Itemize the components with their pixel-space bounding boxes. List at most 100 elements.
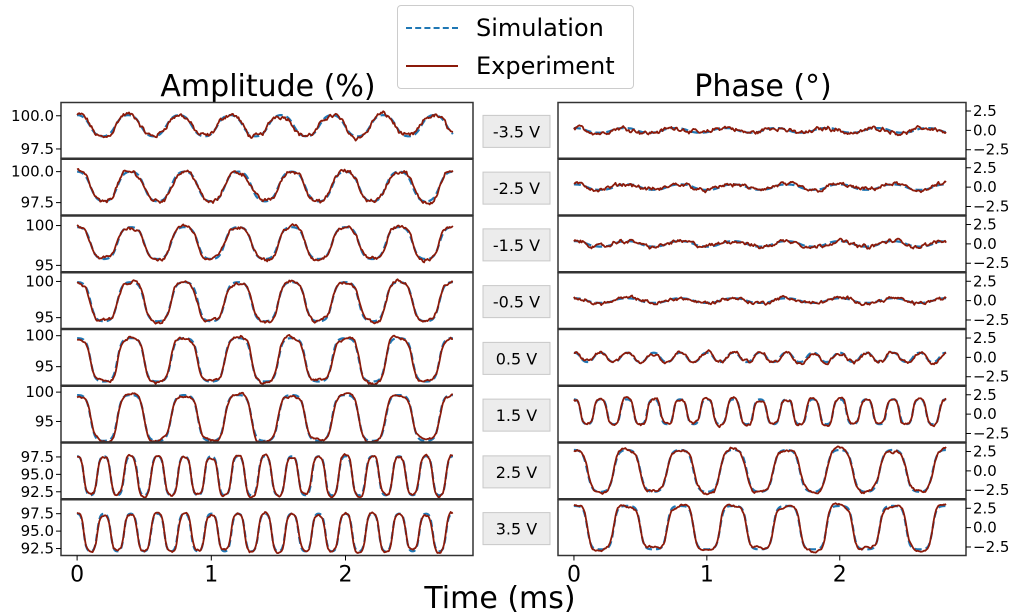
voltage-tag-box-7 (482, 455, 551, 489)
voltage-tag-4: -0.5 V (482, 285, 551, 319)
legend-item-simulation: Simulation (406, 10, 604, 46)
voltage-tag-6: 1.5 V (482, 398, 551, 432)
amplitude-ytick-label-8-2: 97.5 (21, 505, 54, 523)
amplitude-xtick-label-1: 1 (204, 563, 218, 588)
amplitude-ytick-label-1-1: 100.0 (11, 107, 54, 125)
amplitude-panel-frame-6 (60, 385, 474, 443)
phase-panel-1: −2.5 0.02.5 (557, 101, 1009, 159)
amplitude-ytick-label-8-1: 95.0 (21, 522, 54, 540)
voltage-tag-label-6: 1.5 V (496, 406, 538, 425)
voltage-tag-8: 3.5 V (482, 512, 551, 546)
amplitude-experiment-series-8 (76, 511, 454, 554)
voltage-tag-label-5: 0.5 V (496, 349, 538, 368)
amplitude-panel-frame-8 (60, 499, 474, 557)
amplitude-ytick-label-6-1: 100 (25, 383, 54, 401)
phase-ytick-label-6-2: 2.5 (973, 386, 997, 404)
phase-xtick-label-2: 2 (833, 563, 847, 588)
phase-ytick-label-8-0: −2.5 (973, 538, 1009, 556)
phase-simulation-series-8 (573, 504, 947, 551)
voltage-tag-box-4 (482, 285, 551, 319)
phase-experiment-series-3 (573, 237, 947, 250)
amplitude-ytick-label-4-0: 95 (35, 309, 54, 327)
voltage-tag-5: 0.5 V (482, 341, 551, 375)
phase-ytick-label-2-2: 2.5 (973, 159, 997, 177)
phase-ytick-label-3-1: 0.0 (973, 235, 997, 253)
amplitude-simulation-series-5 (77, 337, 453, 383)
amplitude-panel-frame-5 (60, 328, 474, 386)
experiment-solid-swatch (406, 65, 458, 67)
x-axis-label: Time (ms) (423, 581, 575, 613)
amplitude-xtick-label-0: 0 (70, 563, 84, 588)
amplitude-simulation-series-6 (77, 394, 453, 442)
phase-ytick-label-1-1: 0.0 (973, 121, 997, 139)
phase-ytick-label-1-0: −2.5 (973, 141, 1009, 159)
phase-experiment-series-8 (573, 502, 947, 554)
amplitude-panel-frame-1 (60, 101, 474, 159)
phase-simulation-series-3 (573, 240, 947, 248)
phase-column-title: Phase (°) (694, 69, 832, 104)
voltage-tag-box-3 (482, 228, 551, 262)
amplitude-experiment-series-3 (76, 223, 454, 264)
phase-ytick-label-4-2: 2.5 (973, 272, 997, 290)
phase-ytick-label-8-1: 0.0 (973, 519, 997, 537)
amplitude-simulation-series-2 (77, 170, 453, 203)
phase-panel-8: −2.50.0 2.5 0 1 2 (557, 499, 1009, 588)
legend-label-experiment: Experiment (476, 52, 615, 80)
voltage-tag-box-8 (482, 512, 551, 546)
voltage-tag-label-7: 2.5 V (496, 463, 538, 482)
amplitude-experiment-series-6 (76, 391, 453, 443)
voltage-tag-box-6 (482, 398, 551, 432)
amplitude-ytick-label-5-0: 95 (35, 358, 54, 376)
amplitude-panel-1: 97.5 100.0 (11, 101, 474, 159)
simulation-dashed-swatch (406, 27, 458, 29)
legend-item-experiment: Experiment (406, 48, 615, 84)
amplitude-panel-3: 95 100 (25, 215, 474, 274)
amplitude-ytick-label-6-0: 95 (35, 412, 54, 430)
phase-ytick-label-3-0: −2.5 (973, 254, 1009, 272)
amplitude-simulation-series-1 (77, 113, 454, 138)
phase-ytick-label-6-1: 0.0 (973, 405, 997, 423)
amplitude-panel-5: 95 100 (25, 327, 474, 386)
amplitude-simulation-series-8 (76, 512, 454, 553)
voltage-tag-1: -3.5 V (482, 114, 551, 148)
phase-ytick-label-3-2: 2.5 (973, 216, 997, 234)
amplitude-column-title: Amplitude (%) (160, 69, 375, 104)
voltage-tag-7: 2.5 V (482, 455, 551, 489)
legend-label-simulation: Simulation (476, 14, 604, 42)
amplitude-panel-frame-2 (60, 158, 474, 216)
amplitude-ytick-label-7-1: 95.0 (21, 465, 54, 483)
phase-panel-6: −2.50.02.5 (557, 385, 1009, 443)
voltage-tag-label-1: -3.5 V (493, 122, 540, 141)
voltage-tag-box-2 (482, 171, 551, 205)
phase-ytick-label-7-2: 2.5 (973, 443, 997, 461)
amplitude-panel-2: 97.5 100.0 (11, 158, 474, 216)
amplitude-panel-4: 95 100 (25, 272, 474, 330)
phase-ytick-label-5-2: 2.5 (973, 329, 997, 347)
phase-ytick-label-4-1: 0.0 (973, 292, 997, 310)
amplitude-panel-8: 92.595.097.5 0 1 2 (21, 499, 474, 588)
voltage-tag-3: -1.5 V (482, 228, 551, 262)
phase-experiment-series-6 (573, 396, 947, 429)
phase-ytick-label-2-0: −2.5 (973, 197, 1009, 215)
amplitude-experiment-series-5 (76, 333, 453, 386)
amplitude-ytick-label-5-1: 100 (25, 327, 54, 345)
phase-experiment-series-4 (573, 294, 947, 307)
amplitude-ytick-label-2-0: 97.5 (21, 194, 54, 212)
phase-simulation-series-7 (573, 448, 947, 493)
amplitude-simulation-series-7 (76, 455, 454, 497)
phase-panel-5: −2.5 0.02.5 (557, 328, 1009, 386)
phase-ytick-label-1-2: 2.5 (973, 102, 997, 120)
voltage-tag-label-3: -1.5 V (493, 236, 540, 255)
amplitude-ytick-label-4-1: 100 (25, 272, 54, 290)
phase-panel-2: −2.50.02.5 (557, 158, 1009, 216)
phase-ytick-label-7-1: 0.0 (973, 462, 997, 480)
phase-experiment-series-2 (573, 180, 947, 194)
phase-ytick-label-7-0: −2.5 (973, 481, 1009, 499)
phase-experiment-series-5 (573, 349, 947, 366)
amplitude-ytick-label-7-2: 97.5 (21, 448, 54, 466)
phase-panel-4: −2.50.0 2.5 (557, 272, 1009, 330)
amplitude-experiment-series-1 (76, 110, 454, 142)
amplitude-panel-frame-7 (60, 442, 474, 500)
